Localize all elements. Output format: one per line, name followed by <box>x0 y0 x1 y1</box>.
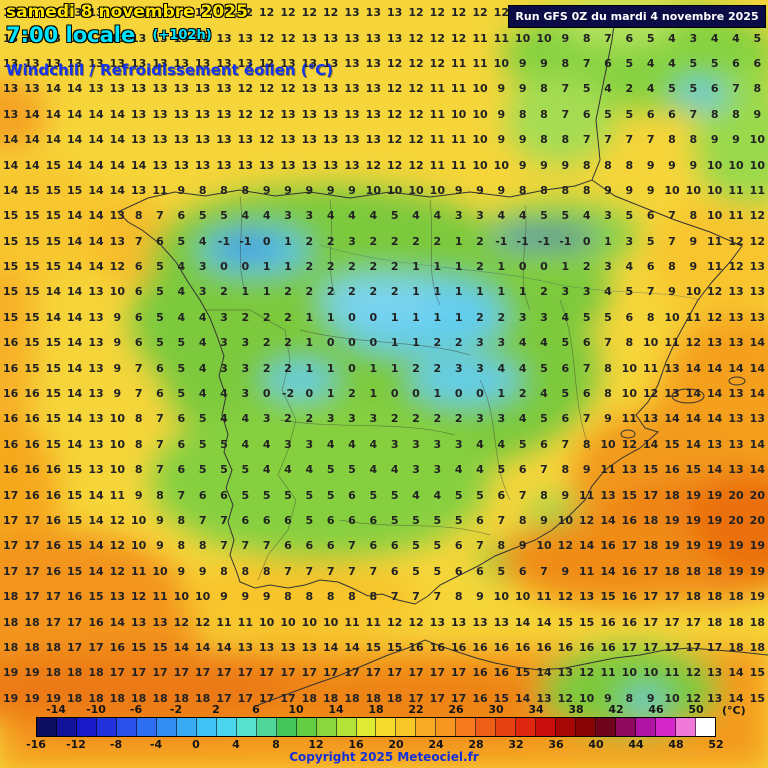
legend-tick-label: 40 <box>588 738 604 751</box>
legend-color-cell <box>636 718 657 736</box>
legend-top-labels: -14 -10 -6 -2 2 6 10 14 18 22 26 30 34 38 42 46 50 <box>36 704 716 716</box>
legend-color-cell <box>695 718 715 736</box>
legend-color-cell <box>576 718 597 736</box>
legend-color-cell <box>336 718 357 736</box>
legend-bottom-labels: -16 -12 -8 -4 0 4 8 12 16 20 24 28 32 36 40 44 48 52 <box>26 738 724 751</box>
legend-tick-label: 46 <box>648 703 664 716</box>
legend-color-cell <box>676 718 696 736</box>
legend-color-cell <box>296 718 317 736</box>
region-borders <box>205 195 591 581</box>
legend-tick-label: 32 <box>508 738 524 751</box>
legend-tick-label: 44 <box>628 738 644 751</box>
legend-color-cell <box>56 718 77 736</box>
legend-color-cell <box>116 718 137 736</box>
legend-tick-label: -4 <box>149 738 163 751</box>
legend-color-cell <box>37 718 57 736</box>
legend-tick-label: -6 <box>129 703 143 716</box>
legend-tick-label: 30 <box>488 703 504 716</box>
legend-tick-label: 6 <box>252 703 260 716</box>
legend-color-cell <box>616 718 637 736</box>
legend-tick-label: 38 <box>568 703 584 716</box>
legend-color-cell <box>516 718 537 736</box>
legend-color-cell <box>656 718 676 736</box>
legend-tick-label: 4 <box>232 738 240 751</box>
legend-tick-label: 22 <box>408 703 424 716</box>
legend-tick-label: -10 <box>86 703 106 716</box>
legend-tick-label: 8 <box>272 738 280 751</box>
legend-color-cell <box>396 718 417 736</box>
local-time-label: 7:00 locale <box>6 23 136 47</box>
legend-color-cell <box>416 718 437 736</box>
legend-color-cell <box>436 718 457 736</box>
legend-color-cell <box>256 718 277 736</box>
legend-color-cell <box>136 718 157 736</box>
legend-color-cell <box>236 718 257 736</box>
time-label: 7:00 locale (+102h) <box>6 23 333 47</box>
legend-unit-label: (°C) <box>722 704 746 717</box>
legend-color-cell <box>536 718 557 736</box>
ebro-river-line <box>319 244 701 301</box>
legend-tick-label: 0 <box>192 738 200 751</box>
legend-color-cell <box>176 718 197 736</box>
legend-tick-label: -12 <box>66 738 86 751</box>
legend: -14 -10 -6 -2 2 6 10 14 18 22 26 30 34 38 42 46 50 (°C) … <box>0 704 768 768</box>
legend-color-cell <box>456 718 477 736</box>
legend-tick-label: 28 <box>468 738 484 751</box>
map-header: samedi 8 novembre 2025 7:00 locale (+102… <box>6 2 333 79</box>
legend-tick-label: 18 <box>368 703 384 716</box>
legend-tick-label: -8 <box>109 738 123 751</box>
legend-tick-label: 42 <box>608 703 624 716</box>
coastline-borders <box>117 9 768 706</box>
legend-tick-label: 10 <box>288 703 304 716</box>
legend-tick-label: 50 <box>688 703 704 716</box>
legend-color-cell <box>496 718 517 736</box>
legend-tick-label: 34 <box>528 703 544 716</box>
legend-color-bar <box>36 717 716 737</box>
legend-color-cell <box>476 718 497 736</box>
legend-color-cell <box>196 718 217 736</box>
legend-tick-label: 16 <box>348 738 364 751</box>
legend-tick-label: 36 <box>548 738 564 751</box>
legend-color-cell <box>316 718 337 736</box>
legend-tick-label: -2 <box>169 703 183 716</box>
legend-tick-label: 26 <box>448 703 464 716</box>
copyright-label: Copyright 2025 Meteociel.fr <box>289 750 479 764</box>
run-info-label: Run GFS 0Z du mardi 4 novembre 2025 <box>515 10 759 23</box>
legend-color-cell <box>76 718 97 736</box>
parameter-label: Windchill / Refroidissement éolien (°C) <box>6 61 333 79</box>
run-info-box: Run GFS 0Z du mardi 4 novembre 2025 <box>508 5 766 28</box>
legend-color-cell <box>96 718 117 736</box>
legend-color-cell <box>276 718 297 736</box>
legend-tick-label: 20 <box>388 738 404 751</box>
legend-color-cell <box>556 718 577 736</box>
legend-color-cell <box>156 718 177 736</box>
forecast-offset-label: (+102h) <box>152 28 212 43</box>
legend-tick-label: 14 <box>328 703 344 716</box>
legend-color-cell <box>216 718 237 736</box>
legend-tick-label: -16 <box>26 738 46 751</box>
legend-tick-label: 24 <box>428 738 444 751</box>
legend-tick-label: -14 <box>46 703 66 716</box>
legend-color-cell <box>376 718 397 736</box>
date-label: samedi 8 novembre 2025 <box>6 2 248 22</box>
legend-color-cell <box>356 718 377 736</box>
legend-tick-label: 12 <box>308 738 324 751</box>
legend-tick-label: 48 <box>668 738 684 751</box>
legend-tick-label: 52 <box>708 738 724 751</box>
legend-color-cell <box>596 718 617 736</box>
legend-tick-label: 2 <box>212 703 220 716</box>
